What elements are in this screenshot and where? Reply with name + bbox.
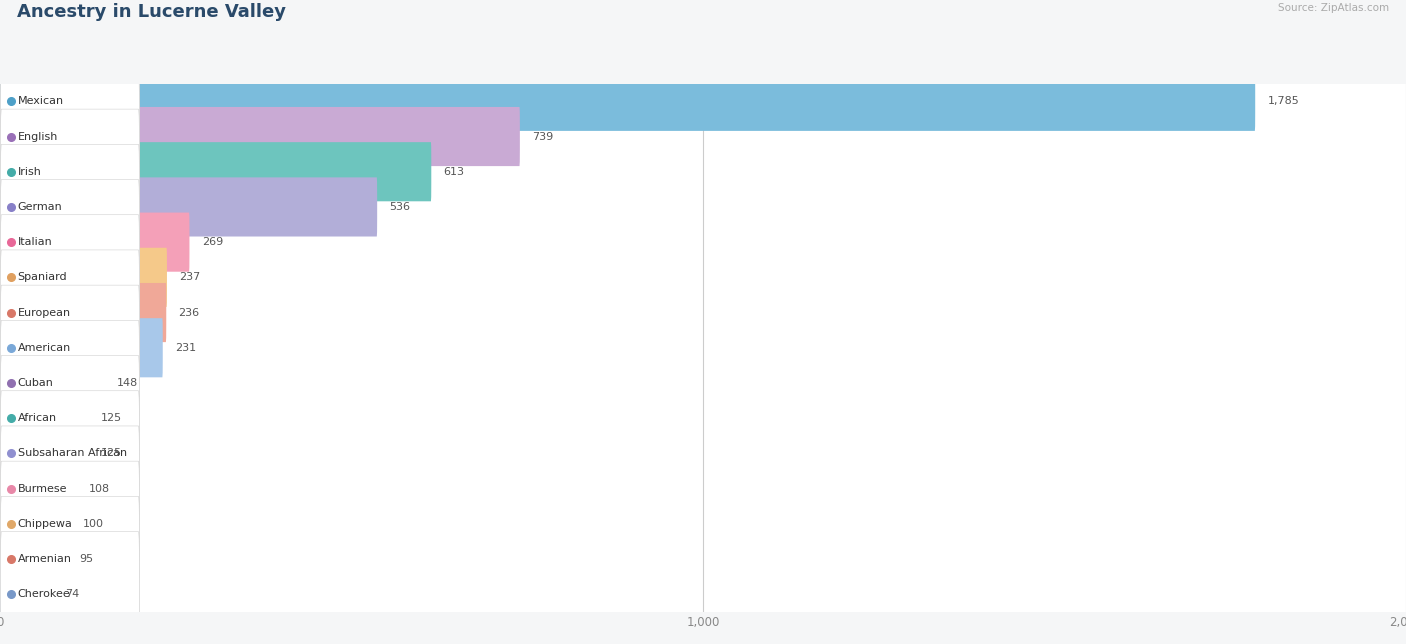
Text: Burmese: Burmese	[18, 484, 67, 493]
Text: Source: ZipAtlas.com: Source: ZipAtlas.com	[1278, 3, 1389, 14]
FancyBboxPatch shape	[0, 330, 1406, 365]
FancyBboxPatch shape	[0, 494, 70, 553]
Text: 739: 739	[533, 131, 554, 142]
Text: 125: 125	[101, 413, 122, 423]
FancyBboxPatch shape	[0, 497, 139, 621]
FancyBboxPatch shape	[0, 388, 89, 448]
FancyBboxPatch shape	[0, 529, 67, 589]
FancyBboxPatch shape	[0, 260, 1406, 295]
FancyBboxPatch shape	[0, 225, 1406, 260]
Text: American: American	[18, 343, 70, 353]
Text: Italian: Italian	[18, 237, 52, 247]
FancyBboxPatch shape	[0, 576, 1406, 612]
FancyBboxPatch shape	[0, 424, 89, 483]
Text: English: English	[18, 131, 58, 142]
Text: 148: 148	[117, 378, 138, 388]
FancyBboxPatch shape	[0, 107, 520, 166]
FancyBboxPatch shape	[0, 355, 139, 481]
FancyBboxPatch shape	[0, 436, 1406, 471]
Text: German: German	[18, 202, 62, 212]
FancyBboxPatch shape	[0, 506, 1406, 542]
FancyBboxPatch shape	[0, 180, 139, 305]
FancyBboxPatch shape	[0, 214, 139, 340]
Text: 74: 74	[65, 589, 79, 599]
FancyBboxPatch shape	[0, 565, 52, 624]
FancyBboxPatch shape	[0, 471, 1406, 506]
Text: Cherokee: Cherokee	[18, 589, 70, 599]
FancyBboxPatch shape	[0, 213, 190, 272]
FancyBboxPatch shape	[0, 318, 163, 377]
Text: 237: 237	[180, 272, 201, 282]
Text: 236: 236	[179, 308, 200, 317]
FancyBboxPatch shape	[0, 189, 1406, 225]
FancyBboxPatch shape	[0, 250, 139, 375]
Text: 108: 108	[89, 484, 110, 493]
FancyBboxPatch shape	[0, 426, 139, 551]
Text: 100: 100	[83, 519, 104, 529]
FancyBboxPatch shape	[0, 461, 139, 587]
FancyBboxPatch shape	[0, 391, 139, 516]
FancyBboxPatch shape	[0, 531, 139, 644]
FancyBboxPatch shape	[0, 39, 139, 164]
FancyBboxPatch shape	[0, 283, 166, 342]
FancyBboxPatch shape	[0, 401, 1406, 436]
FancyBboxPatch shape	[0, 144, 139, 270]
FancyBboxPatch shape	[0, 285, 139, 410]
Text: Chippewa: Chippewa	[18, 519, 73, 529]
Text: Spaniard: Spaniard	[18, 272, 67, 282]
Text: Subsaharan African: Subsaharan African	[18, 448, 127, 459]
FancyBboxPatch shape	[0, 177, 377, 236]
Text: Armenian: Armenian	[18, 554, 72, 564]
Text: Irish: Irish	[18, 167, 41, 176]
Text: 125: 125	[101, 448, 122, 459]
FancyBboxPatch shape	[0, 248, 167, 307]
FancyBboxPatch shape	[0, 74, 139, 199]
Text: 536: 536	[389, 202, 411, 212]
Text: 269: 269	[202, 237, 224, 247]
Text: Mexican: Mexican	[18, 97, 63, 106]
FancyBboxPatch shape	[0, 142, 432, 202]
Text: Ancestry in Lucerne Valley: Ancestry in Lucerne Valley	[17, 3, 285, 21]
Text: African: African	[18, 413, 56, 423]
FancyBboxPatch shape	[0, 154, 1406, 189]
FancyBboxPatch shape	[0, 84, 1406, 119]
Text: European: European	[18, 308, 70, 317]
FancyBboxPatch shape	[0, 354, 104, 413]
FancyBboxPatch shape	[0, 119, 1406, 154]
FancyBboxPatch shape	[0, 542, 1406, 576]
Text: 95: 95	[80, 554, 94, 564]
Text: 613: 613	[444, 167, 464, 176]
Text: Cuban: Cuban	[18, 378, 53, 388]
FancyBboxPatch shape	[0, 109, 139, 234]
Text: 1,785: 1,785	[1268, 97, 1299, 106]
FancyBboxPatch shape	[0, 295, 1406, 330]
FancyBboxPatch shape	[0, 71, 1256, 131]
FancyBboxPatch shape	[0, 320, 139, 446]
Text: 231: 231	[176, 343, 197, 353]
FancyBboxPatch shape	[0, 365, 1406, 401]
FancyBboxPatch shape	[0, 459, 76, 518]
